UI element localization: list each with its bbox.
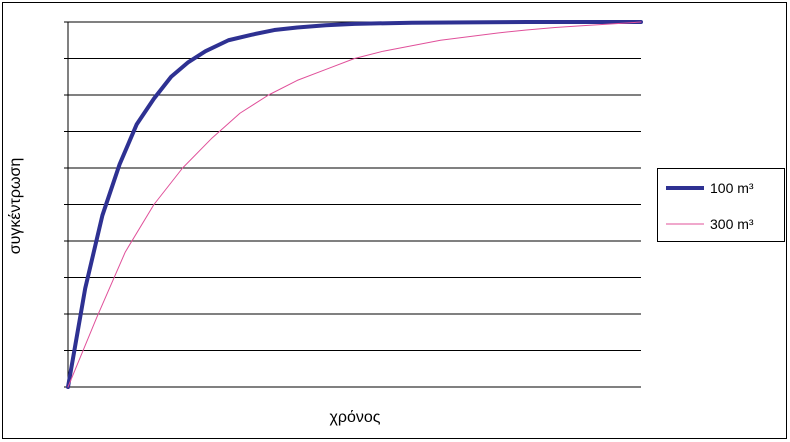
- legend-label-series-1: 100 m³: [710, 180, 754, 196]
- y-axis: [64, 21, 69, 388]
- legend-item-series-2: 300 m³: [666, 214, 754, 234]
- series-line-2: [67, 21, 642, 388]
- series-group: [66, 20, 643, 389]
- legend: 100 m³ 300 m³: [657, 168, 785, 242]
- series-line-1: [66, 20, 643, 389]
- x-axis-label: χρόνος: [329, 409, 381, 426]
- legend-swatch-series-1: [666, 186, 704, 190]
- y-axis-label: συγκέντρωση: [7, 157, 24, 255]
- legend-label-series-2: 300 m³: [710, 216, 754, 232]
- legend-item-series-1: 100 m³: [666, 178, 754, 198]
- legend-swatch-series-2: [666, 223, 704, 225]
